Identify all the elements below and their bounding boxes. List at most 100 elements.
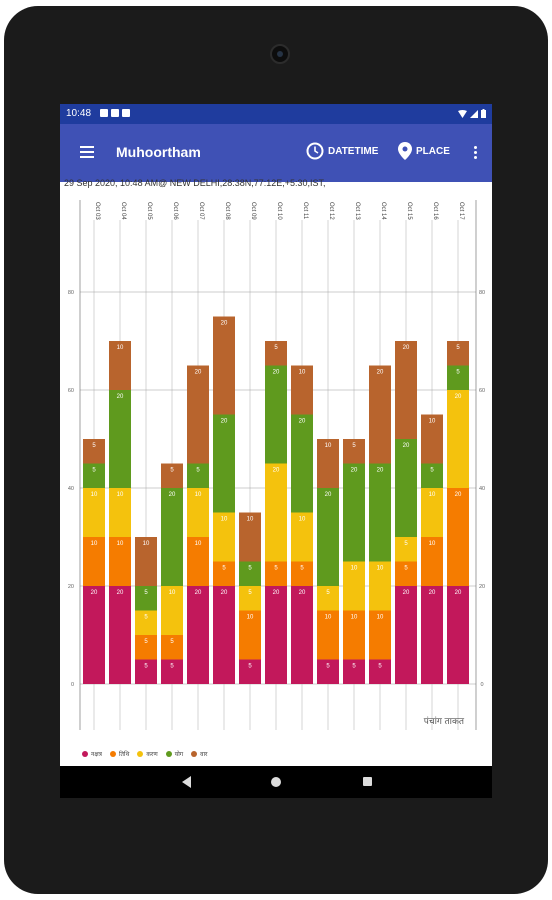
bar-segment: [83, 586, 105, 684]
bar-value-label: 5: [222, 566, 226, 572]
front-camera: [270, 44, 290, 64]
bar-value-label: 5: [144, 664, 148, 670]
legend-item: वार: [191, 750, 208, 758]
status-time: 10:48: [66, 108, 92, 119]
bar-value-label: 10: [247, 517, 254, 523]
bar-segment: [343, 659, 365, 684]
legend-swatch: [137, 751, 144, 757]
bar-segment: [369, 659, 391, 684]
bar-segment: [317, 610, 339, 660]
bar-segment: [161, 463, 183, 488]
bar-value-label: 20: [455, 394, 462, 400]
legend-label: तिथि: [118, 752, 130, 758]
datetime-button[interactable]: DATETIME: [306, 142, 378, 160]
bar-value-label: 20: [273, 468, 280, 474]
chart-annotation: पंचांग ताकत: [424, 716, 465, 726]
recent-apps-icon[interactable]: [363, 777, 372, 786]
bar-segment: [239, 512, 261, 562]
bar-value-label: 10: [325, 443, 332, 449]
bar-value-label: 20: [91, 590, 98, 596]
x-tick-label: Oct 14: [380, 202, 386, 220]
notification-icon: [122, 109, 130, 117]
bar-segment: [369, 610, 391, 660]
bar-value-label: 20: [195, 370, 202, 376]
bar-value-label: 20: [117, 590, 124, 596]
bar-value-label: 20: [325, 492, 332, 498]
navigation-bar: [60, 766, 492, 798]
bar-segment: [109, 390, 131, 488]
home-icon[interactable]: [271, 777, 281, 787]
app-title: Muhoortham: [116, 144, 201, 160]
bar-segment: [343, 610, 365, 660]
chart-legend: नक्षत्र तिथि करण योग वार: [82, 750, 208, 758]
bar-segment: [447, 365, 469, 390]
bar-value-label: 20: [221, 590, 228, 596]
legend-item: तिथि: [109, 750, 130, 758]
bar-segment: [161, 586, 183, 635]
bar-segment: [83, 463, 105, 488]
bar-value-label: 5: [92, 468, 96, 474]
bar-segment: [343, 463, 365, 562]
bar-value-label: 10: [195, 492, 202, 498]
bar-value-label: 10: [221, 517, 228, 523]
bar-segment: [239, 561, 261, 586]
place-button[interactable]: PLACE: [398, 142, 450, 160]
bar-segment: [161, 659, 183, 684]
bar-value-label: 10: [429, 541, 436, 547]
bar-segment: [135, 635, 157, 660]
bar-segment: [265, 341, 287, 366]
bar-segment: [213, 512, 235, 562]
bar-value-label: 5: [196, 468, 200, 474]
bar-segment: [187, 365, 209, 464]
menu-icon[interactable]: [80, 146, 94, 158]
bar-segment: [395, 561, 417, 586]
bar-value-label: 5: [430, 468, 434, 474]
bar-value-label: 10: [91, 541, 98, 547]
bar-segment: [369, 365, 391, 464]
bar-value-label: 20: [195, 590, 202, 596]
x-tick-label: Oct 16: [432, 202, 438, 220]
cell-signal-icon: [470, 109, 478, 118]
bar-value-label: 10: [377, 566, 384, 572]
y-tick-label-left: 80: [68, 290, 74, 296]
y-tick-label-left: 0: [71, 682, 74, 688]
bar-segment: [291, 414, 313, 513]
x-tick-label: Oct 10: [276, 202, 282, 220]
bar-value-label: 20: [455, 590, 462, 596]
bar-segment: [291, 512, 313, 562]
x-tick-label: Oct 15: [406, 202, 412, 220]
bar-segment: [447, 488, 469, 586]
bar-value-label: 5: [170, 639, 174, 645]
legend-label: वार: [200, 752, 208, 758]
bar-value-label: 5: [144, 590, 148, 596]
x-tick-label: Oct 08: [224, 202, 230, 220]
bar-segment: [447, 390, 469, 488]
more-options-icon[interactable]: [474, 146, 478, 161]
bar-value-label: 5: [144, 615, 148, 621]
bar-value-label: 5: [170, 664, 174, 670]
bar-segment: [187, 488, 209, 537]
system-icons: [458, 109, 486, 118]
bar-segment: [395, 439, 417, 537]
bar-segment: [421, 414, 443, 464]
bar-segment: [265, 365, 287, 464]
bar-segment: [369, 561, 391, 611]
bar-value-label: 5: [274, 566, 278, 572]
back-icon[interactable]: [182, 776, 191, 788]
bar-segment: [213, 586, 235, 684]
bar-segment: [395, 341, 417, 439]
bar-segment: [421, 537, 443, 586]
bar-value-label: 5: [404, 566, 408, 572]
bar-segment: [135, 659, 157, 684]
bar-value-label: 10: [117, 345, 124, 351]
x-tick-label: Oct 07: [198, 202, 204, 220]
bar-value-label: 5: [300, 566, 304, 572]
bar-segment: [109, 537, 131, 586]
location-datetime-text: 29 Sep 2020, 10:48 AM@ NEW DELHI,28:38N,…: [64, 178, 326, 188]
bar-segment: [213, 561, 235, 586]
bar-value-label: 5: [248, 566, 252, 572]
legend-item: करण: [137, 750, 158, 758]
bar-segment: [239, 586, 261, 611]
bar-value-label: 10: [351, 615, 358, 621]
bar-segment: [239, 610, 261, 660]
